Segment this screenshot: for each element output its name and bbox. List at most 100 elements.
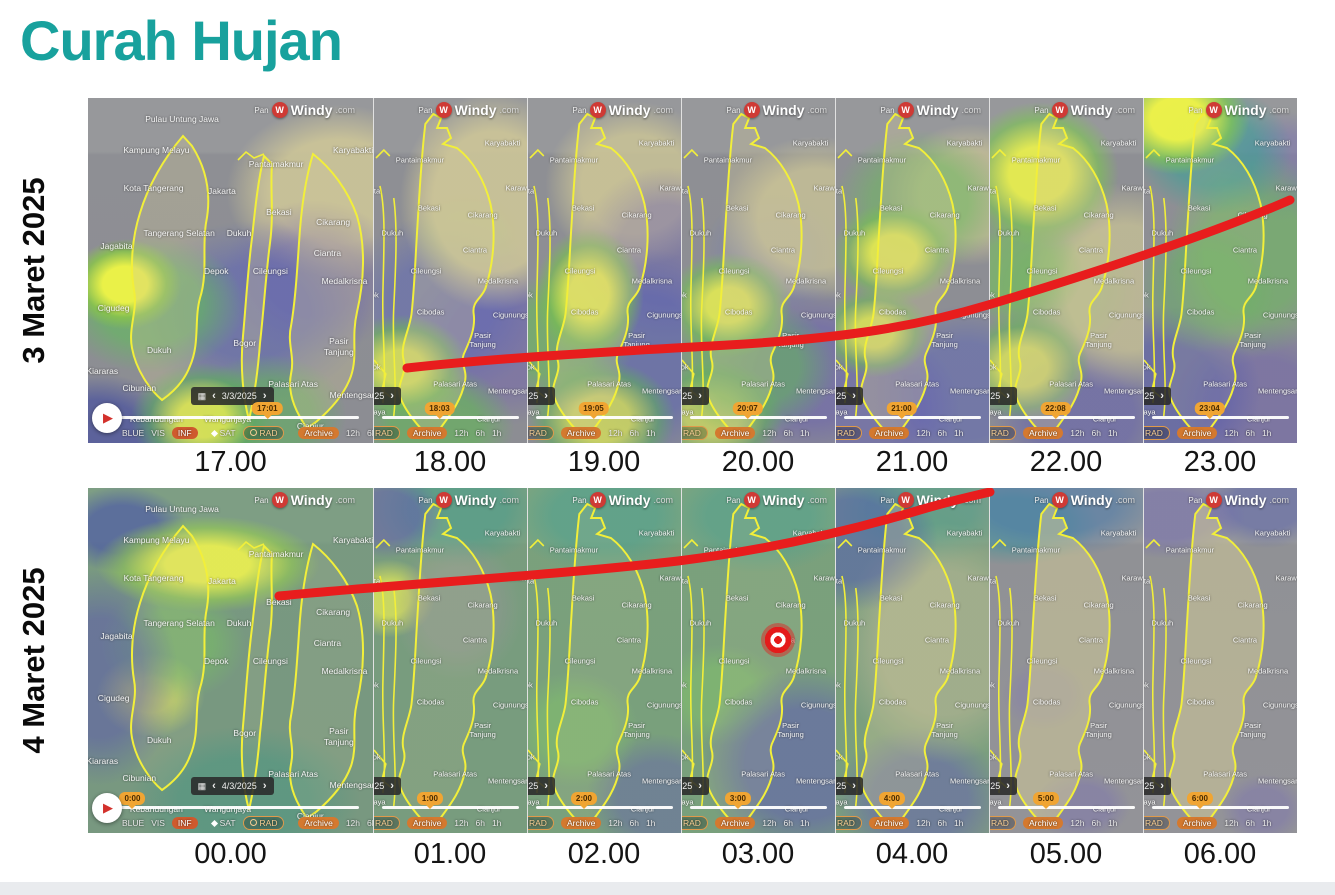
timeline-slider[interactable]: 5:00 [998, 792, 1135, 813]
windy-logo[interactable]: Pan W Windy .com [1188, 492, 1289, 508]
range-option-6h[interactable]: 6h [475, 428, 485, 438]
sat-button[interactable]: SAT [210, 818, 236, 828]
date-picker[interactable]: ▦ ‹ 3/3/2025 › [528, 387, 555, 405]
time-badge[interactable]: 22:08 [1040, 402, 1071, 415]
timeline-track[interactable] [536, 806, 673, 809]
timeline-track[interactable] [382, 806, 519, 809]
range-option-6h[interactable]: 6h [629, 818, 639, 828]
range-option-6h[interactable]: 6h [1245, 818, 1255, 828]
range-option-6h[interactable]: 6h [1091, 818, 1101, 828]
time-badge[interactable]: 20:07 [732, 402, 763, 415]
archive-button[interactable]: Archive [298, 817, 339, 829]
range-option-1h[interactable]: 1h [1261, 428, 1272, 438]
windy-logo[interactable]: Pan W Windy .com [880, 492, 981, 508]
range-option-12h[interactable]: 12h [1070, 428, 1085, 438]
next-day-icon[interactable]: › [852, 390, 856, 402]
timeline-slider[interactable]: 21:00 [844, 402, 981, 423]
timeline-slider[interactable]: 2:00 [536, 792, 673, 813]
range-option-6h[interactable]: 6h [937, 818, 947, 828]
windy-logo[interactable]: Pan W Windy .com [572, 492, 673, 508]
range-option-12h[interactable]: 12h [454, 428, 469, 438]
time-badge[interactable]: 3:00 [724, 792, 751, 805]
timeline-slider[interactable]: 19:05 [536, 402, 673, 423]
range-option-12h[interactable]: 12h [345, 818, 361, 828]
range-option-6h[interactable]: 6h [1245, 428, 1255, 438]
range-option-12h[interactable]: 12h [1224, 818, 1239, 828]
rad-button[interactable]: RAD [682, 816, 708, 830]
next-day-icon[interactable]: › [1160, 780, 1164, 792]
archive-button[interactable]: Archive [560, 427, 602, 439]
time-badge[interactable]: 21:00 [886, 402, 917, 415]
time-badge[interactable]: 1:00 [416, 792, 443, 805]
timeline-track[interactable] [536, 416, 673, 419]
archive-button[interactable]: Archive [406, 427, 448, 439]
rad-button[interactable]: RAD [242, 426, 285, 440]
windy-logo[interactable]: Pan W Windy .com [1034, 102, 1135, 118]
rad-button[interactable]: RAD [682, 426, 708, 440]
timeline-slider[interactable]: 3:00 [690, 792, 827, 813]
play-button[interactable]: ▶ [92, 793, 122, 823]
timeline-track[interactable] [998, 416, 1135, 419]
range-option-1h[interactable]: 1h [953, 428, 964, 438]
archive-button[interactable]: Archive [1176, 817, 1218, 829]
archive-button[interactable]: Archive [868, 427, 910, 439]
range-option-6h[interactable]: 6h [783, 428, 793, 438]
windy-logo[interactable]: Pan W Windy .com [1034, 492, 1135, 508]
next-day-icon[interactable]: › [544, 780, 548, 792]
range-option-6h[interactable]: 6h [783, 818, 793, 828]
timeline-slider[interactable]: 4:00 [844, 792, 981, 813]
layer-option-vis[interactable]: VIS [151, 818, 165, 828]
time-badge[interactable]: 6:00 [1186, 792, 1213, 805]
rad-button[interactable]: RAD [990, 816, 1016, 830]
timeline-slider[interactable]: 22:08 [998, 402, 1135, 423]
range-option-12h[interactable]: 12h [916, 818, 931, 828]
range-option-1h[interactable]: 1h [645, 818, 656, 828]
range-option-12h[interactable]: 12h [762, 428, 777, 438]
date-picker[interactable]: ▦ ‹ 3/3/2025 › [190, 387, 274, 405]
timeline-slider[interactable]: 0:00 [118, 792, 359, 813]
windy-logo[interactable]: Pan W Windy .com [418, 102, 519, 118]
date-picker[interactable]: ▦ ‹ 4/3/2025 › [528, 777, 555, 795]
windy-logo[interactable]: Pan W Windy .com [1188, 102, 1289, 118]
windy-logo[interactable]: Pan W Windy .com [418, 492, 519, 508]
archive-button[interactable]: Archive [560, 817, 602, 829]
timeline-slider[interactable]: 23:04 [1152, 402, 1289, 423]
next-day-icon[interactable]: › [698, 390, 702, 402]
date-picker[interactable]: ▦ ‹ 3/3/2025 › [374, 387, 401, 405]
layer-option-vis[interactable]: VIS [151, 428, 165, 438]
timeline-slider[interactable]: 6:00 [1152, 792, 1289, 813]
next-day-icon[interactable]: › [544, 390, 548, 402]
date-picker[interactable]: ▦ ‹ 3/3/2025 › [836, 387, 863, 405]
timeline-track[interactable] [998, 806, 1135, 809]
rad-button[interactable]: RAD [528, 816, 554, 830]
rad-button[interactable]: RAD [990, 426, 1016, 440]
prev-day-icon[interactable]: ‹ [212, 390, 216, 402]
archive-button[interactable]: Archive [298, 427, 339, 439]
archive-button[interactable]: Archive [406, 817, 448, 829]
timeline-track[interactable] [844, 416, 981, 419]
rad-button[interactable]: RAD [836, 426, 862, 440]
range-option-6h[interactable]: 6h [475, 818, 485, 828]
layer-option-inf[interactable]: INF [171, 427, 198, 439]
range-option-6h[interactable]: 6h [1091, 428, 1101, 438]
range-option-1h[interactable]: 1h [799, 818, 810, 828]
time-badge[interactable]: 2:00 [570, 792, 597, 805]
play-button[interactable]: ▶ [92, 403, 122, 433]
timeline-track[interactable] [1152, 416, 1289, 419]
rad-button[interactable]: RAD [374, 816, 400, 830]
range-option-12h[interactable]: 12h [1224, 428, 1239, 438]
range-option-12h[interactable]: 12h [454, 818, 469, 828]
range-option-1h[interactable]: 1h [491, 428, 502, 438]
layer-option-blue[interactable]: BLUE [122, 818, 145, 828]
timeline-slider[interactable]: 17:01 [118, 402, 359, 423]
range-option-1h[interactable]: 1h [799, 428, 810, 438]
date-picker[interactable]: ▦ ‹ 4/3/2025 › [990, 777, 1017, 795]
date-picker[interactable]: ▦ ‹ 4/3/2025 › [836, 777, 863, 795]
windy-logo[interactable]: Pan W Windy .com [726, 102, 827, 118]
timeline-track[interactable] [118, 806, 359, 809]
next-day-icon[interactable]: › [390, 780, 394, 792]
archive-button[interactable]: Archive [714, 817, 756, 829]
archive-button[interactable]: Archive [868, 817, 910, 829]
next-day-icon[interactable]: › [698, 780, 702, 792]
windy-logo[interactable]: Pan W Windy .com [254, 492, 355, 508]
